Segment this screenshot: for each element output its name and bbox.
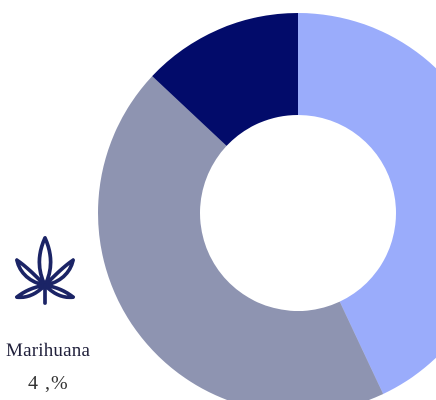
category-label: Marihuana bbox=[6, 340, 91, 361]
cannabis-leaf-icon bbox=[15, 236, 75, 305]
donut-slice-1 bbox=[298, 13, 436, 394]
category-value: 4 ,% bbox=[28, 372, 69, 394]
donut-slice-2 bbox=[98, 76, 384, 400]
donut-slice-3 bbox=[152, 13, 298, 146]
